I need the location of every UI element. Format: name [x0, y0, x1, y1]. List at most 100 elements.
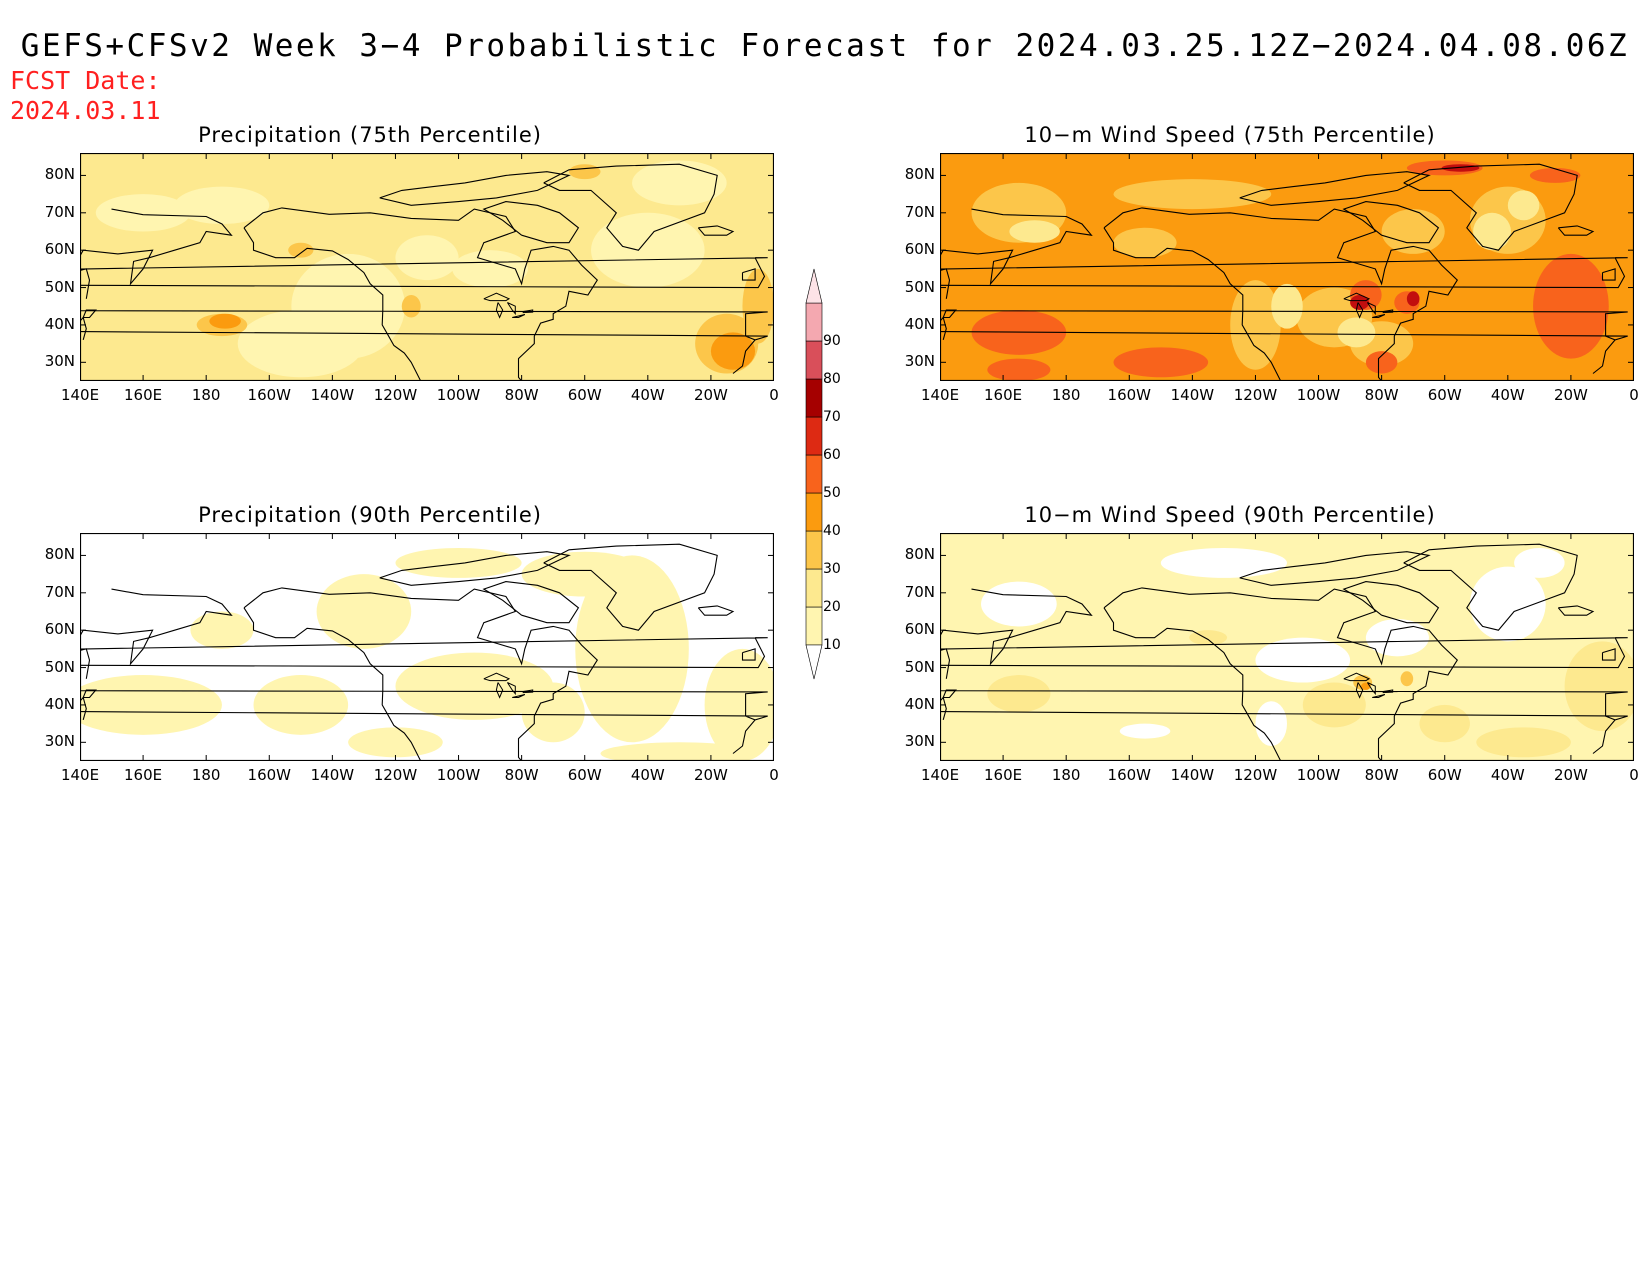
lon-label: 40W — [1490, 386, 1525, 404]
lon-label: 180 — [191, 386, 221, 404]
lon-label: 160W — [247, 386, 291, 404]
coastline — [243, 587, 599, 761]
map-frame — [80, 533, 774, 761]
probability-contour — [237, 309, 364, 378]
lat-label: 40N — [904, 694, 935, 713]
probability-contour — [253, 675, 349, 735]
lon-label: 60W — [1427, 766, 1462, 784]
lon-label: 60W — [1427, 386, 1462, 404]
lake-outline — [506, 682, 516, 696]
coastline — [379, 171, 571, 206]
coastline — [1403, 163, 1578, 251]
probability-contour — [316, 574, 412, 649]
colorbar-legend: 10 20 30 40 50 60 70 80 90 — [790, 265, 870, 685]
lake-outline — [483, 672, 511, 682]
coastline — [243, 607, 422, 761]
probability-contour — [1533, 253, 1609, 359]
lat-label: 60N — [44, 240, 75, 259]
probability-contour — [1381, 209, 1445, 254]
colorbar-box — [805, 454, 823, 494]
coastline — [482, 201, 580, 244]
lat-label: 80N — [904, 545, 935, 564]
lat-label: 70N — [904, 582, 935, 601]
map-precip-90 — [80, 533, 774, 761]
probability-contour — [1337, 317, 1376, 348]
colorbar-box — [805, 568, 823, 608]
colorbar-label: 10 — [823, 637, 841, 653]
coastline — [1239, 171, 1431, 206]
probability-contour — [395, 235, 459, 281]
probability-contour — [1469, 566, 1546, 642]
panel-title: 10−m Wind Speed (75th Percentile) — [1024, 123, 1436, 147]
colorbar-box — [805, 378, 823, 418]
lat-label: 30N — [44, 352, 75, 371]
lake-outline — [1366, 302, 1376, 316]
probability-contour — [591, 212, 705, 288]
coastline — [80, 316, 87, 341]
lon-label: 140E — [60, 386, 100, 404]
lon-label: 140W — [310, 386, 355, 404]
lake-outline — [1355, 682, 1364, 699]
probability-contour — [1113, 227, 1177, 258]
coastline — [942, 309, 957, 319]
lake-outline — [522, 689, 534, 694]
probability-contour — [1473, 212, 1511, 251]
probability-contour — [395, 547, 522, 578]
probability-contour — [1350, 295, 1370, 310]
probability-contour — [395, 652, 554, 720]
coastline — [940, 316, 947, 341]
lon-label: 40W — [630, 766, 665, 784]
probability-contour — [704, 648, 774, 761]
lon-label: 20W — [1553, 766, 1588, 784]
lat-label: 40N — [44, 314, 75, 333]
probability-contour — [1160, 547, 1287, 578]
lat-label: 50N — [904, 277, 935, 296]
lon-label: 180 — [1051, 766, 1081, 784]
probability-contour — [348, 727, 443, 758]
colorbar-top-triangle — [805, 268, 823, 304]
panel-precip-90: Precipitation (90th Percentile) 80N 70N 60… — [20, 503, 780, 903]
coastline — [732, 339, 756, 374]
probability-contour — [1514, 547, 1565, 578]
lat-label: 70N — [904, 202, 935, 221]
coastline — [1592, 339, 1616, 374]
probability-contour — [521, 551, 648, 597]
probability-contour — [1113, 347, 1209, 378]
lake-outline — [512, 694, 526, 698]
coastline — [741, 268, 756, 281]
lake-outline — [1343, 672, 1371, 682]
lon-label: 160W — [1107, 386, 1151, 404]
lon-label: 0 — [769, 386, 779, 404]
lat-label: 60N — [904, 620, 935, 639]
probability-contour — [1365, 618, 1429, 657]
lon-label: 100W — [436, 766, 481, 784]
lake-outline — [1372, 694, 1386, 698]
coastline — [940, 310, 1628, 341]
coastline — [243, 227, 422, 381]
panel-wind-75: 10−m Wind Speed (75th Percentile) 80N 70N… — [880, 123, 1640, 523]
lon-label: 120W — [1233, 766, 1278, 784]
probability-contour — [1419, 704, 1470, 743]
probability-contour — [1400, 671, 1414, 687]
coastline — [543, 543, 718, 631]
probability-contour — [575, 555, 689, 743]
coastline — [1103, 227, 1282, 381]
panel-title: 10−m Wind Speed (90th Percentile) — [1024, 503, 1436, 527]
lon-label: 0 — [769, 766, 779, 784]
colorbar-label: 40 — [823, 523, 841, 539]
probability-contour — [1302, 682, 1366, 728]
probability-contour — [981, 581, 1057, 627]
coastline — [940, 588, 1093, 679]
lon-label: 80W — [504, 386, 539, 404]
coastline — [80, 588, 233, 679]
lon-label: 160E — [124, 766, 163, 784]
lat-label: 70N — [44, 582, 75, 601]
lon-label: 60W — [567, 386, 602, 404]
coastline — [942, 689, 957, 699]
panel-title: Precipitation (75th Percentile) — [198, 123, 542, 147]
probability-contour — [1271, 283, 1303, 329]
lon-label: 160E — [124, 386, 163, 404]
lake-outline — [1382, 309, 1394, 314]
lat-label: 80N — [44, 545, 75, 564]
probability-contour — [987, 675, 1051, 713]
